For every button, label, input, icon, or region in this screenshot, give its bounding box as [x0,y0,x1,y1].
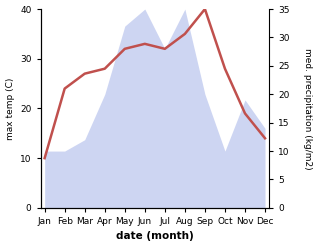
Y-axis label: max temp (C): max temp (C) [5,77,15,140]
Y-axis label: med. precipitation (kg/m2): med. precipitation (kg/m2) [303,48,313,169]
X-axis label: date (month): date (month) [116,231,194,242]
